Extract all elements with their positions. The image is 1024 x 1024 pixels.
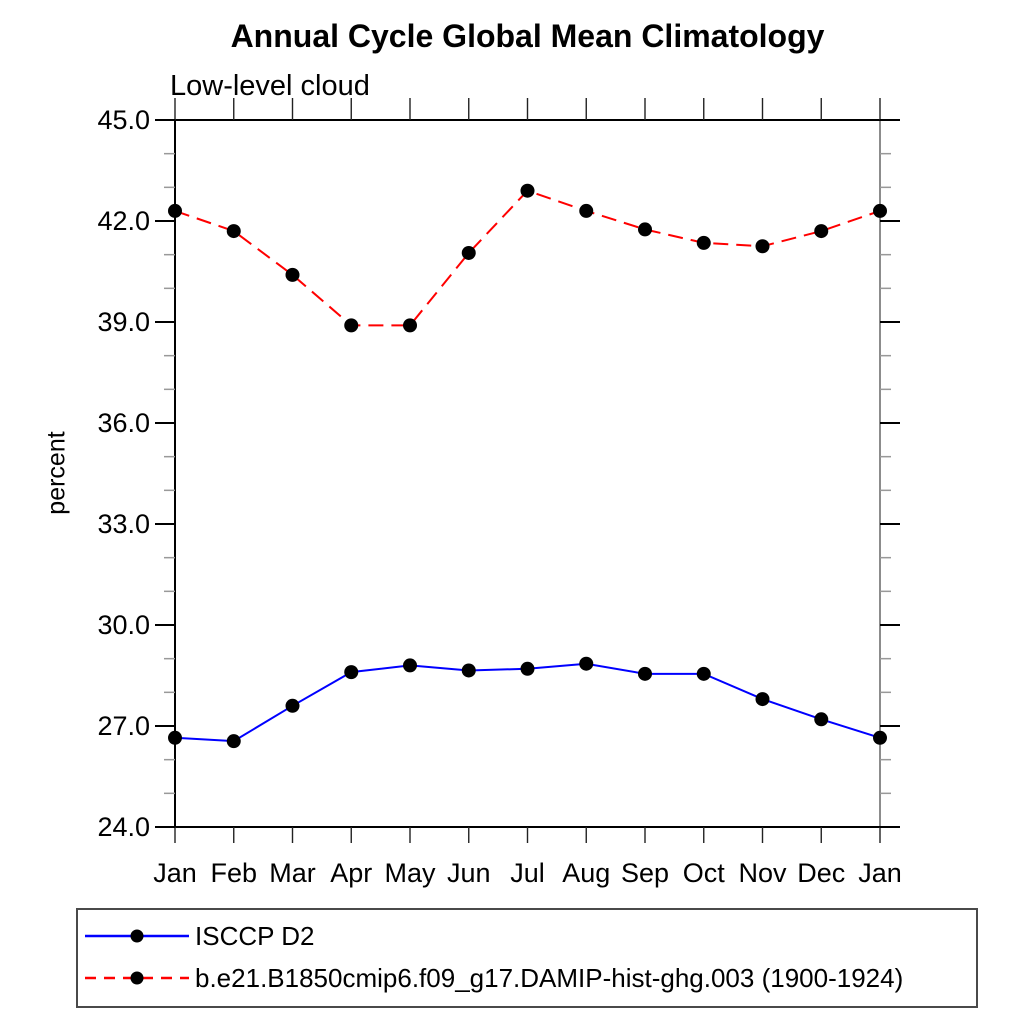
- legend-label-model: b.e21.B1850cmip6.f09_g17.DAMIP-hist-ghg.…: [195, 962, 904, 993]
- data-point-marker: [461, 245, 476, 260]
- y-tick-label: 39.0: [97, 307, 150, 337]
- y-tick-label: 45.0: [97, 105, 150, 135]
- data-point-marker: [461, 663, 476, 678]
- y-axis-ticks-and-labels: 24.0 27.0 30.0 33.0 36.0 39.0 42.0 45.0: [97, 105, 900, 842]
- x-tick-label: Jun: [447, 858, 491, 888]
- data-point-marker: [226, 224, 241, 239]
- data-point-marker: [696, 235, 711, 250]
- legend-row-model: b.e21.B1850cmip6.f09_g17.DAMIP-hist-ghg.…: [78, 957, 976, 999]
- data-point-marker: [520, 183, 535, 198]
- x-tick-label: Oct: [683, 858, 726, 888]
- data-point-marker: [403, 318, 417, 333]
- data-point-marker: [168, 730, 182, 745]
- data-point-marker: [814, 712, 829, 727]
- series-isccp-d2: [168, 656, 887, 749]
- data-point-marker: [344, 318, 359, 333]
- legend-box: ISCCP D2 b.e21.B1850cmip6.f09_g17.DAMIP-…: [76, 908, 978, 1008]
- data-point-marker: [814, 224, 829, 239]
- legend-line-sample-solid-icon: [85, 929, 189, 943]
- data-point-marker: [344, 665, 359, 680]
- data-point-marker: [696, 666, 711, 681]
- y-tick-label: 27.0: [97, 711, 150, 741]
- x-tick-label: Jul: [510, 858, 545, 888]
- data-point-marker: [403, 658, 417, 673]
- x-tick-label: Dec: [797, 858, 845, 888]
- y-tick-label: 33.0: [97, 509, 150, 539]
- data-point-marker: [226, 734, 241, 749]
- legend-label-isccp: ISCCP D2: [195, 920, 315, 951]
- x-tick-label: Apr: [330, 858, 372, 888]
- data-point-marker: [168, 203, 182, 218]
- x-tick-label: Feb: [210, 858, 257, 888]
- y-tick-label: 24.0: [97, 812, 150, 842]
- chart-title: Annual Cycle Global Mean Climatology: [230, 18, 825, 54]
- chart-subtitle: Low-level cloud: [170, 70, 370, 102]
- x-tick-label: Nov: [738, 858, 787, 888]
- data-point-marker: [579, 656, 594, 671]
- x-axis-ticks-and-labels: Jan Feb Mar Apr May Jun Jul Aug Sep Oct Nov Dec Jan: [153, 98, 902, 888]
- series-model: [168, 183, 887, 333]
- x-tick-label: Jan: [858, 858, 902, 888]
- y-tick-label: 42.0: [97, 206, 150, 236]
- data-point-marker: [755, 692, 770, 707]
- data-point-marker: [638, 222, 652, 237]
- legend-line-sample-dashed-icon: [85, 971, 189, 985]
- data-point-marker: [638, 666, 652, 681]
- x-tick-label: Sep: [621, 858, 669, 888]
- data-point-marker: [579, 203, 594, 218]
- plot-frame: [174, 119, 881, 828]
- x-tick-label: Jan: [153, 858, 197, 888]
- x-tick-label: May: [384, 858, 436, 888]
- y-tick-label: 36.0: [97, 408, 150, 438]
- data-point-marker: [520, 661, 535, 676]
- y-tick-label: 30.0: [97, 610, 150, 640]
- legend-row-isccp: ISCCP D2: [78, 915, 976, 957]
- x-tick-label: Mar: [269, 858, 316, 888]
- data-point-marker: [873, 203, 887, 218]
- data-point-marker: [285, 698, 300, 713]
- data-point-marker: [285, 267, 300, 282]
- x-tick-label: Aug: [562, 858, 610, 888]
- data-point-marker: [873, 730, 887, 745]
- data-point-marker: [755, 239, 770, 254]
